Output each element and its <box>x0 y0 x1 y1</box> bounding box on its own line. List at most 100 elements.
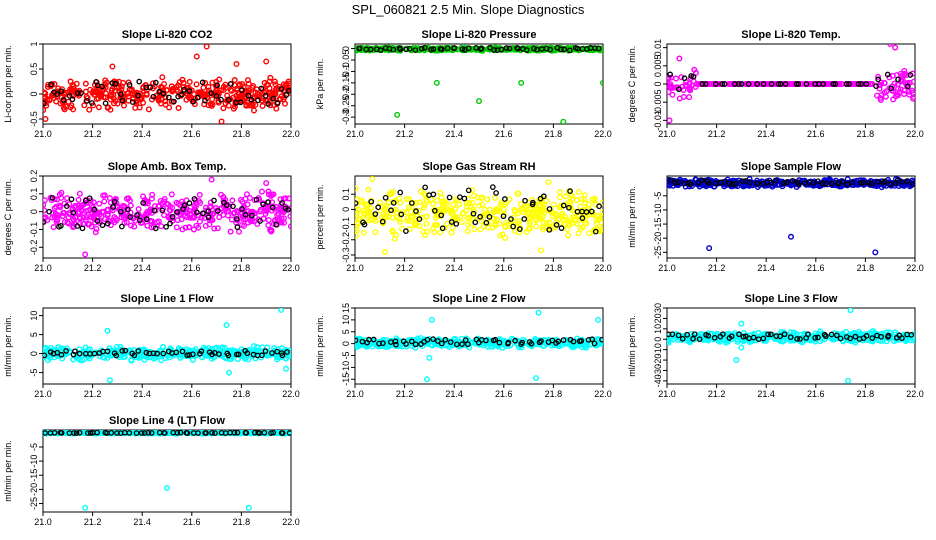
secondary-point <box>517 226 523 232</box>
secondary-point <box>138 430 145 436</box>
secondary-point <box>135 348 142 354</box>
data-point <box>153 92 160 99</box>
outlier-point <box>82 504 89 511</box>
secondary-point <box>869 335 876 341</box>
secondary-point <box>578 337 585 344</box>
secondary-point <box>43 430 48 436</box>
data-point <box>219 344 226 351</box>
data-point <box>86 106 93 113</box>
secondary-point <box>721 179 728 185</box>
x-tick-label: 22.0 <box>594 129 612 139</box>
x-tick-label: 21.2 <box>396 389 414 399</box>
data-point <box>173 84 180 91</box>
y-axis-label: ml/min per min. <box>315 315 325 377</box>
data-point <box>281 219 288 226</box>
secondary-point <box>768 179 774 186</box>
data-point <box>754 184 761 191</box>
secondary-point <box>102 100 109 107</box>
secondary-point <box>566 204 572 211</box>
secondary-point <box>213 93 220 99</box>
secondary-point <box>493 190 499 196</box>
data-point <box>128 357 135 364</box>
data-point <box>372 229 379 236</box>
x-tick-label: 21.6 <box>495 129 513 139</box>
data-point <box>567 199 574 206</box>
data-point <box>112 195 119 202</box>
data-point <box>97 353 104 360</box>
secondary-point <box>265 199 271 206</box>
secondary-point <box>200 210 206 217</box>
data-point <box>45 81 52 88</box>
secondary-point <box>278 86 285 92</box>
secondary-point <box>143 349 150 356</box>
data-point <box>143 87 150 94</box>
x-tick-label: 21.0 <box>34 389 52 399</box>
data-point <box>449 211 456 218</box>
secondary-point <box>549 337 556 344</box>
data-point <box>186 78 193 85</box>
secondary-point <box>732 181 739 187</box>
secondary-point <box>408 338 415 345</box>
y-tick-label: -0.01 <box>653 110 663 131</box>
secondary-point <box>129 99 136 105</box>
secondary-point <box>849 179 856 186</box>
secondary-point <box>783 179 790 186</box>
data-point <box>58 194 65 201</box>
x-tick-label: 21.0 <box>34 129 52 139</box>
secondary-point <box>794 335 800 342</box>
secondary-point <box>58 430 65 436</box>
secondary-point <box>372 211 379 217</box>
secondary-point <box>812 334 819 341</box>
data-point <box>835 80 842 87</box>
secondary-point <box>140 200 146 206</box>
secondary-point <box>447 339 454 346</box>
x-tick-label: 21.4 <box>445 129 463 139</box>
data-point <box>200 84 207 91</box>
data-point <box>92 229 99 236</box>
secondary-point <box>676 86 682 93</box>
data-point <box>389 188 396 195</box>
data-point <box>422 232 429 239</box>
secondary-point <box>860 180 867 186</box>
y-tick-label: -30 <box>653 364 663 377</box>
secondary-point <box>583 209 590 215</box>
secondary-point <box>118 223 125 230</box>
data-point <box>190 208 197 215</box>
secondary-point <box>884 71 891 78</box>
secondary-point <box>262 92 269 99</box>
data-point <box>729 80 736 87</box>
data-point <box>140 84 147 91</box>
secondary-point <box>173 349 180 356</box>
data-point <box>431 222 438 229</box>
y-tick-label: 0 <box>341 341 351 346</box>
data-point <box>136 430 143 436</box>
secondary-point <box>810 180 816 186</box>
secondary-point <box>754 180 761 187</box>
data-point <box>437 189 444 196</box>
secondary-point <box>54 91 60 97</box>
data-point <box>355 206 360 213</box>
panel-title: Slope Line 3 Flow <box>745 293 838 305</box>
y-tick-label: -25 <box>653 246 663 259</box>
secondary-point <box>531 45 537 52</box>
secondary-point <box>546 226 553 233</box>
data-point <box>118 83 125 90</box>
secondary-point <box>186 88 193 94</box>
data-point <box>63 195 70 202</box>
data-point <box>497 203 504 210</box>
data-point <box>464 228 471 235</box>
points <box>667 308 915 384</box>
data-point <box>43 207 48 214</box>
secondary-point <box>117 91 124 98</box>
data-point <box>214 225 221 232</box>
data-point <box>479 201 486 208</box>
secondary-point <box>852 333 859 340</box>
secondary-point <box>560 337 567 343</box>
data-point <box>538 215 545 222</box>
data-point <box>66 348 73 355</box>
data-point <box>159 74 166 81</box>
secondary-point <box>530 199 536 206</box>
secondary-point <box>150 350 157 357</box>
secondary-point <box>858 81 865 87</box>
